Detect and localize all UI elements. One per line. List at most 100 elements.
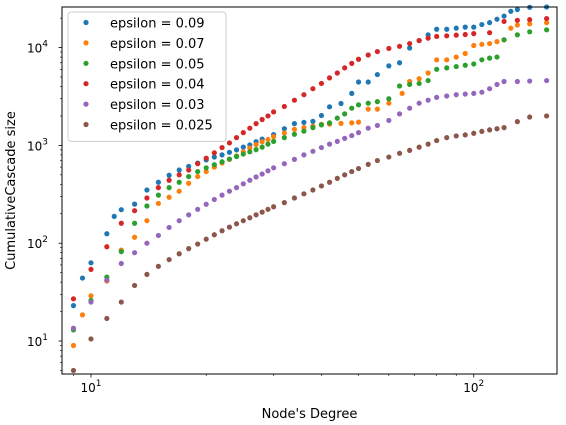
- data-point: [155, 232, 161, 239]
- data-point: [416, 100, 422, 106]
- data-point: [226, 149, 233, 155]
- data-point: [281, 200, 287, 206]
- data-point: [494, 81, 500, 88]
- data-point: [132, 208, 138, 214]
- data-point: [479, 128, 485, 135]
- data-point: [425, 141, 431, 147]
- y-tick-label: 103: [27, 137, 48, 153]
- data-point: [349, 105, 355, 111]
- data-point: [233, 135, 240, 141]
- data-point: [233, 153, 240, 160]
- data-point: [365, 52, 371, 58]
- data-point: [203, 236, 209, 242]
- data-point: [265, 168, 271, 174]
- data-point: [195, 161, 201, 167]
- data-point: [155, 179, 161, 185]
- data-point: [88, 260, 94, 266]
- data-point: [355, 56, 362, 62]
- data-point: [132, 220, 138, 226]
- legend-box: [67, 11, 227, 142]
- data-point: [70, 296, 77, 302]
- data-point: [144, 203, 150, 209]
- data-point: [494, 126, 500, 132]
- data-point: [396, 83, 403, 89]
- data-point: [407, 105, 413, 111]
- data-point: [203, 168, 209, 175]
- data-point: [166, 172, 172, 178]
- data-point: [195, 241, 201, 247]
- data-point: [338, 120, 344, 126]
- data-point: [544, 113, 550, 119]
- data-point: [487, 86, 493, 92]
- data-point: [88, 293, 94, 299]
- data-point: [226, 140, 233, 146]
- legend-marker: [83, 121, 89, 128]
- data-point: [527, 21, 533, 27]
- data-point: [118, 260, 124, 267]
- data-point: [281, 130, 287, 136]
- data-point: [527, 114, 533, 120]
- data-point: [104, 244, 110, 250]
- data-point: [342, 65, 348, 71]
- data-point: [374, 48, 380, 55]
- series-2: [70, 27, 550, 333]
- data-point: [386, 45, 392, 52]
- data-point: [318, 80, 325, 87]
- plot-frame: [61, 6, 558, 375]
- data-point: [155, 185, 161, 191]
- data-point: [462, 91, 468, 97]
- data-point: [265, 136, 271, 143]
- data-point: [494, 39, 500, 45]
- data-point: [271, 165, 277, 171]
- data-point: [219, 144, 225, 151]
- data-point: [365, 106, 371, 112]
- data-point: [144, 240, 150, 246]
- legend-marker: [83, 19, 89, 26]
- data-point: [479, 41, 485, 47]
- data-point: [310, 86, 316, 92]
- data-point: [527, 17, 533, 23]
- data-point: [195, 173, 201, 180]
- data-point: [247, 177, 253, 183]
- legend-label: epsilon = 0.07: [110, 37, 205, 52]
- legend-label: epsilon = 0.09: [110, 17, 205, 32]
- data-point: [355, 119, 362, 125]
- data-point: [271, 134, 277, 140]
- legend-label: epsilon = 0.025: [110, 119, 213, 134]
- data-point: [471, 61, 477, 67]
- data-point: [104, 231, 110, 237]
- data-point: [434, 26, 440, 32]
- data-point: [211, 162, 217, 168]
- data-point: [132, 282, 138, 289]
- data-point: [527, 78, 533, 84]
- data-point: [386, 154, 392, 160]
- data-point: [374, 71, 380, 78]
- data-points: [70, 4, 550, 374]
- data-point: [132, 234, 138, 240]
- data-point: [118, 207, 124, 213]
- data-point: [399, 90, 405, 97]
- legend-label: epsilon = 0.03: [110, 98, 205, 113]
- data-point: [186, 163, 192, 169]
- data-point: [514, 17, 520, 23]
- data-point: [386, 117, 392, 124]
- data-point: [186, 173, 192, 180]
- data-point: [301, 152, 307, 158]
- data-point: [396, 43, 403, 49]
- data-point: [416, 37, 422, 44]
- data-point: [233, 147, 240, 153]
- data-point: [544, 20, 550, 26]
- data-point: [291, 131, 298, 137]
- data-point: [219, 159, 225, 165]
- data-point: [211, 196, 217, 203]
- data-point: [514, 32, 520, 38]
- data-point: [132, 201, 138, 207]
- data-point: [70, 367, 77, 374]
- data-point: [281, 103, 287, 110]
- data-point: [425, 97, 431, 103]
- data-point: [501, 125, 507, 131]
- data-point: [514, 22, 520, 28]
- data-point: [186, 180, 192, 186]
- data-point: [166, 194, 172, 200]
- data-point: [434, 33, 440, 40]
